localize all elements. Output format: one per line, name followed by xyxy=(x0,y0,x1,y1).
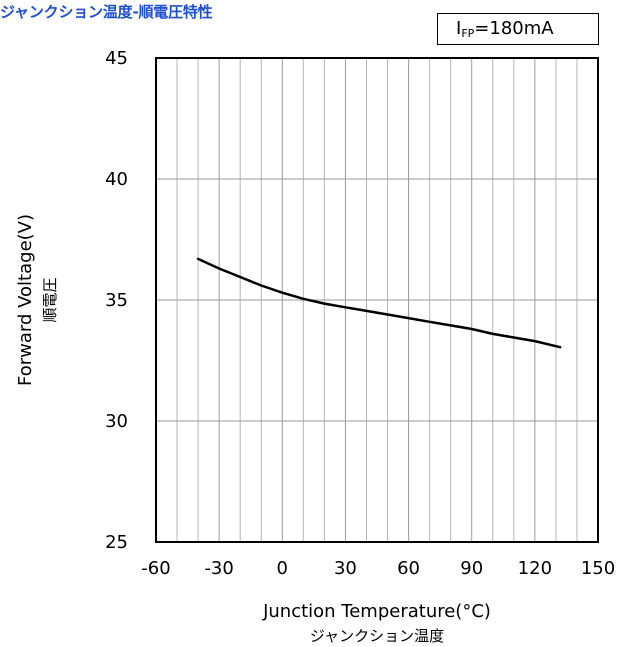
grid xyxy=(156,58,598,542)
x-tick-labels: -60 -30 0 30 60 90 120 150 xyxy=(141,558,615,579)
x-tick-label: 90 xyxy=(460,558,483,579)
series-lines xyxy=(196,257,562,349)
x-axis-label-ja: ジャンクション温度 xyxy=(310,627,444,645)
x-tick-label: 150 xyxy=(581,558,615,579)
x-tick-label: 120 xyxy=(518,558,552,579)
plot-frame xyxy=(155,57,599,543)
y-tick-label: 35 xyxy=(105,290,128,311)
x-tick-label: -60 xyxy=(141,558,170,579)
x-axis-label: Junction Temperature(°C) xyxy=(262,601,491,622)
y-axis-label-ja: 順電圧 xyxy=(41,277,59,322)
condition-subscript: FP xyxy=(461,27,475,40)
chart-title: ジャンクション温度-順電圧特性 xyxy=(0,3,213,21)
x-tick-label: 0 xyxy=(277,558,288,579)
x-tick-label: 60 xyxy=(397,558,420,579)
y-tick-label: 25 xyxy=(105,532,128,553)
x-tick-label: 30 xyxy=(334,558,357,579)
condition-symbol: I xyxy=(456,18,462,39)
condition-value: =180mA xyxy=(474,18,554,39)
y-tick-label: 30 xyxy=(105,411,128,432)
y-tick-label: 45 xyxy=(105,48,128,69)
y-axis-label: Forward Voltage(V) xyxy=(15,214,36,386)
condition-label: IFP=180mA xyxy=(437,13,599,45)
x-tick-label: -30 xyxy=(204,558,233,579)
series-line xyxy=(196,257,562,349)
y-tick-label: 40 xyxy=(105,169,128,190)
y-tick-labels: 25 30 35 40 45 xyxy=(105,48,128,553)
